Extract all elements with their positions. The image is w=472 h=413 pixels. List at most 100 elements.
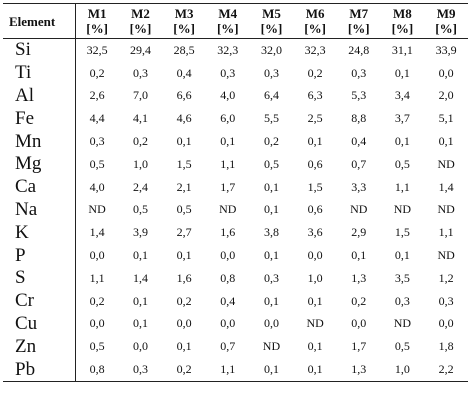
value-cell: 1,5: [307, 179, 323, 194]
column-name: M7: [349, 6, 369, 21]
value-cell: 3,4: [394, 88, 410, 103]
table-row: K 1,4 3,9 2,7 1,6 3,8 3,6 2,9 1,5 1,1: [3, 221, 468, 245]
value-cell: 0,1: [263, 293, 279, 308]
value-cell: 4,1: [132, 111, 148, 126]
value-cell: 1,1: [220, 156, 236, 171]
element-cell: Al: [15, 84, 34, 106]
value-cell: 3,5: [394, 270, 410, 285]
column-header-m9: M9 [%]: [424, 3, 468, 39]
value-cell: 2,9: [351, 225, 367, 240]
value-cell: 0,0: [351, 316, 367, 331]
value-cell: 4,0: [74, 175, 119, 199]
column-name: M6: [305, 6, 325, 21]
table-row: Pb 0,8 0,3 0,2 1,1 0,1 0,1 1,3 1,0 2,2: [3, 358, 468, 382]
column-name: M2: [131, 6, 150, 21]
value-cell: 1,4: [132, 270, 148, 285]
value-cell: 1,4: [74, 221, 119, 245]
value-cell: 0,5: [263, 156, 279, 171]
value-cell: 0,1: [307, 134, 323, 149]
value-cell: 0,0: [438, 316, 454, 331]
value-cell: 0,1: [220, 134, 236, 149]
value-cell: 1,0: [307, 270, 323, 285]
value-cell: 0,1: [263, 248, 279, 263]
value-cell: 0,8: [74, 358, 119, 382]
column-unit: [%]: [347, 21, 370, 36]
value-cell: ND: [262, 339, 281, 354]
value-cell: 7,0: [132, 88, 148, 103]
value-cell: 0,0: [220, 248, 236, 263]
value-cell: 0,3: [118, 358, 163, 382]
value-cell: 0,7: [220, 339, 236, 354]
column-unit: [%]: [86, 21, 108, 36]
element-cell: Mg: [15, 153, 42, 175]
value-cell: 0,3: [394, 293, 410, 308]
value-cell: 0,1: [132, 293, 148, 308]
column-name: M4: [218, 6, 238, 21]
table-row: Ca 4,0 2,4 2,1 1,7 0,1 1,5 3,3 1,1 1,4: [3, 175, 468, 199]
column-name: M5: [262, 6, 281, 21]
element-cell: P: [15, 244, 26, 266]
value-cell: 5,1: [438, 111, 454, 126]
element-cell: Cr: [15, 290, 34, 312]
value-cell: ND: [437, 202, 455, 217]
value-cell: 1,1: [74, 266, 119, 290]
value-cell: 31,1: [391, 42, 413, 57]
value-cell: 0,3: [74, 130, 119, 153]
element-cell: S: [15, 267, 26, 289]
element-cell: Pb: [3, 358, 75, 382]
table-row: Cr 0,2 0,1 0,2 0,4 0,1 0,1 0,2 0,3 0,3: [3, 289, 468, 313]
value-cell: 0,2: [307, 65, 323, 80]
element-cell: Zn: [15, 335, 37, 357]
value-cell: 0,6: [307, 202, 323, 217]
column-header-m7: M7 [%]: [336, 3, 381, 39]
table-row: Ti 0,2 0,3 0,4 0,3 0,3 0,2 0,3 0,1 0,0: [3, 61, 468, 85]
value-cell: 4,4: [74, 107, 119, 131]
element-cell: Mn: [15, 130, 42, 152]
value-cell: 0,3: [132, 65, 148, 80]
value-cell: 5,5: [263, 111, 279, 126]
value-cell: 1,0: [132, 156, 148, 171]
value-cell: 0,0: [263, 316, 279, 331]
value-cell: 0,4: [176, 65, 192, 80]
element-cell: Na: [15, 198, 38, 220]
value-cell: 0,1: [351, 248, 367, 263]
value-cell: 0,5: [394, 339, 410, 354]
value-cell: 32,3: [217, 42, 239, 57]
value-cell: 2,1: [176, 179, 192, 194]
value-cell: 0,1: [293, 358, 337, 382]
value-cell: 0,3: [263, 65, 279, 80]
value-cell: 0,5: [74, 335, 119, 359]
value-cell: 5,3: [351, 88, 367, 103]
value-cell: 32,3: [304, 42, 326, 57]
value-cell: 0,4: [220, 293, 236, 308]
value-cell: 0,3: [220, 65, 236, 80]
value-cell: 6,3: [307, 88, 323, 103]
value-cell: ND: [219, 202, 237, 217]
value-cell: 6,4: [263, 88, 279, 103]
value-cell: 0,1: [249, 358, 294, 382]
value-cell: 1,4: [438, 179, 454, 194]
table-body: Si 32,5 29,4 28,5 32,3 32,0 32,3 24,8 31,1 33,9 Ti…: [3, 38, 468, 382]
value-cell: 0,5: [74, 152, 119, 176]
table-header: Element M1 [%] M2 [%] M3 [%] M4 [%] M5 [%] M6 [%] M7…: [3, 3, 468, 39]
value-cell: 0,5: [394, 156, 410, 171]
value-cell: 1,8: [438, 339, 454, 354]
column-header-m3: M3 [%]: [162, 3, 206, 39]
table-row: P 0,0 0,1 0,1 0,0 0,1 0,0 0,1 0,1 ND: [3, 244, 468, 267]
column-unit: [%]: [260, 21, 283, 36]
value-cell: 0,3: [263, 270, 279, 285]
value-cell: 0,0: [176, 316, 192, 331]
value-cell: 32,5: [74, 38, 119, 62]
value-cell: 0,1: [263, 179, 279, 194]
value-cell: 4,0: [220, 88, 236, 103]
value-cell: 2,6: [74, 84, 119, 108]
value-cell: ND: [393, 316, 412, 331]
column-header-m5: M5 [%]: [249, 3, 294, 39]
column-header-m6: M6 [%]: [293, 3, 337, 39]
element-composition-table: Element M1 [%] M2 [%] M3 [%] M4 [%] M5 [%] M6 [%] M7…: [3, 3, 468, 382]
column-header-m4: M4 [%]: [205, 3, 250, 39]
element-column-header: Element: [3, 3, 75, 39]
value-cell: 0,2: [162, 358, 206, 382]
value-cell: 0,0: [74, 244, 119, 267]
